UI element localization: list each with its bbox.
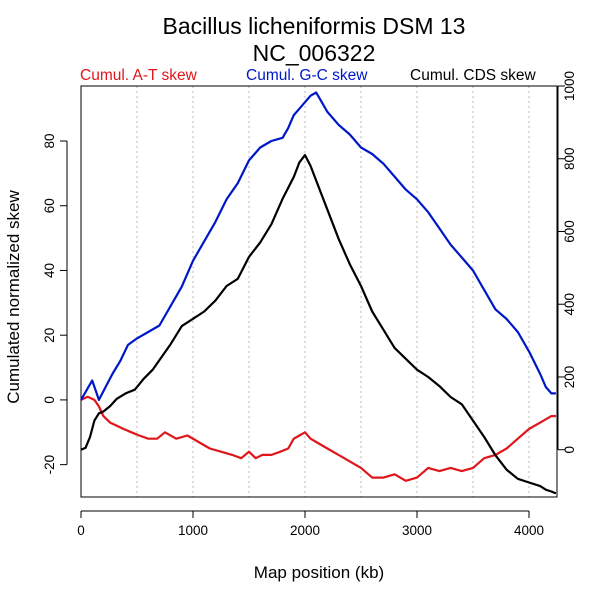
chart-title: Bacillus licheniformis DSM 13 — [163, 13, 466, 39]
x-tick-label: 4000 — [514, 523, 544, 538]
series-line-0 — [80, 395, 556, 482]
x-tick-label: 1000 — [178, 523, 208, 538]
y2-tick-label: 600 — [562, 220, 577, 243]
x-axis: 0 1000 2000 3000 4000 — [77, 510, 544, 538]
chart-subtitle: NC_006322 — [253, 40, 376, 66]
y2-tick-label: 1000 — [562, 71, 577, 101]
y-axis-right: 0 200 400 600 800 1000 — [557, 71, 577, 454]
y2-tick-label: 0 — [562, 446, 577, 454]
x-axis-label: Map position (kb) — [254, 563, 384, 582]
series-layer — [80, 91, 557, 495]
y-tick-label: 80 — [42, 134, 57, 149]
legend-at-skew: Cumul. A-T skew — [80, 67, 198, 84]
y2-tick-label: 800 — [562, 147, 577, 170]
series-line-2 — [80, 154, 557, 495]
x-tick-label: 3000 — [402, 523, 432, 538]
x-tick-label: 0 — [77, 523, 85, 538]
y-tick-label: 40 — [42, 263, 57, 278]
y2-tick-label: 200 — [562, 366, 577, 389]
y-tick-label: 20 — [42, 328, 57, 343]
y-tick-label: 0 — [42, 396, 57, 404]
series-line-1 — [80, 91, 556, 401]
y-axis-label: Cumulated normalized skew — [4, 190, 23, 404]
legend-cds-skew: Cumul. CDS skew — [410, 67, 537, 84]
plot-frame — [80, 85, 558, 498]
y-axis-left: -20 0 20 40 60 80 — [42, 134, 68, 475]
legend-gc-skew: Cumul. G-C skew — [246, 67, 368, 84]
x-tick-label: 2000 — [290, 523, 320, 538]
y2-tick-label: 400 — [562, 293, 577, 316]
y-tick-label: 60 — [42, 198, 57, 213]
vertical-grid — [80, 86, 530, 497]
y-tick-label: -20 — [42, 455, 57, 475]
